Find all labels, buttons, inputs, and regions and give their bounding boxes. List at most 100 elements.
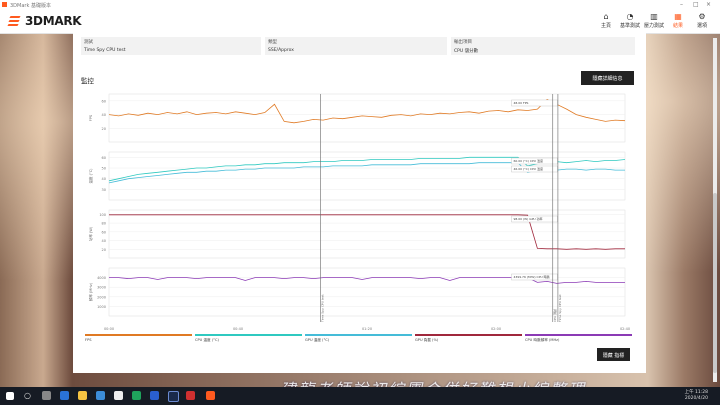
- home-icon: ⌂: [603, 12, 609, 21]
- value-tooltip: [511, 215, 558, 223]
- value-tooltip: [511, 165, 558, 173]
- info-output-value: CPU 儲分數: [454, 49, 479, 54]
- app-header: 3DMARK ⌂ 主頁 ◔ 基準測試 ▥ 壓力測試 ▦ 結果 ⚙ 選項: [0, 9, 720, 34]
- info-test-key: 測試: [84, 40, 93, 45]
- y-axis-label: FPS: [89, 114, 93, 121]
- mail-icon[interactable]: [114, 391, 123, 400]
- series-line-2-0: [109, 214, 625, 250]
- result-panel: 測試 Time Spy CPU test 類型 SSE/Approx 輸出項目 …: [73, 33, 646, 373]
- y-tick-label: 20: [102, 127, 106, 131]
- y-axis-label: 功率 (W): [88, 226, 93, 241]
- x-tick-label: 00:40: [233, 327, 243, 331]
- legend-swatch: [415, 334, 522, 336]
- window-title: 3DMark 基礎版本: [10, 3, 51, 9]
- value-tooltip: [511, 99, 558, 107]
- legend-item[interactable]: FPS: [85, 334, 192, 346]
- results-icon: ▦: [674, 12, 682, 21]
- task-view-icon[interactable]: [42, 391, 51, 400]
- legend-label: FPS: [85, 338, 92, 342]
- edge-icon[interactable]: [60, 391, 69, 400]
- y-tick-label: 1000: [97, 305, 106, 309]
- info-type-key: 類型: [268, 40, 277, 45]
- store-icon[interactable]: [96, 391, 105, 400]
- info-test: 測試 Time Spy CPU test: [81, 37, 261, 55]
- windows-taskbar: ○ 上午 11:28 2020/4/20: [0, 387, 720, 405]
- y-tick-label: 40: [102, 239, 106, 243]
- legend-item[interactable]: CPU 溫度 (°C): [195, 334, 302, 346]
- legend-label: CPU 溫度 (°C): [195, 338, 219, 342]
- legend-item[interactable]: GPU 溫度 (°C): [305, 334, 412, 346]
- y-tick-label: 30: [102, 188, 106, 192]
- legend-swatch: [525, 334, 632, 336]
- info-output: 輸出項目 CPU 儲分數: [451, 37, 635, 55]
- nav-label: 結果: [672, 23, 683, 29]
- legend-item[interactable]: GPU 負載 (%): [415, 334, 522, 346]
- start-icon[interactable]: [6, 392, 14, 400]
- close-button[interactable]: ×: [706, 1, 712, 8]
- y-tick-label: 60: [102, 156, 106, 160]
- hide-metrics-button[interactable]: 隱藏 指標: [597, 348, 630, 361]
- series-line-3-0: [109, 277, 625, 284]
- legend-label: GPU 溫度 (°C): [305, 338, 330, 342]
- x-tick-label: 02:00: [491, 327, 501, 331]
- y-axis-label: 溫度 (°C): [88, 168, 93, 184]
- nav-item-0[interactable]: ⌂ 主頁: [594, 11, 618, 29]
- hide-details-label: 隱藏詳細信息: [592, 76, 623, 82]
- info-type-value: SSE/Approx: [268, 48, 294, 53]
- legend-swatch: [195, 334, 302, 336]
- value-tooltip-text: 98.00 (W) GPU 功率: [513, 216, 542, 221]
- system-clock: 上午 11:28 2020/4/20: [685, 390, 708, 402]
- nav-label: 主頁: [600, 23, 611, 29]
- legend-swatch: [305, 334, 412, 336]
- series-line-1-1: [108, 162, 625, 184]
- app-green-icon[interactable]: [132, 391, 141, 400]
- y-tick-label: 80: [102, 222, 106, 226]
- info-type: 類型 SSE/Approx: [265, 37, 447, 55]
- y-tick-label: 4000: [97, 276, 106, 280]
- brand-logo[interactable]: 3DMARK: [7, 14, 82, 28]
- hide-metrics-label: 隱藏 指標: [602, 353, 625, 359]
- value-tooltip-text: 48.00 FPS: [513, 101, 528, 105]
- y-tick-label: 60: [102, 99, 106, 103]
- y-tick-label: 3000: [97, 286, 106, 290]
- y-axis-label: 頻率 (MHz): [88, 282, 93, 301]
- info-output-key: 輸出項目: [454, 40, 472, 45]
- panel-frame: [108, 209, 626, 259]
- series-line-0-0: [108, 99, 626, 124]
- monitoring-chart[interactable]: 60 40 20 FPS 48.00 FPS 60 50 40 30 溫度 (°C) 60.00 (…: [85, 90, 635, 348]
- value-tooltip-text: 4399.76 (MHz) CPU 時脈: [513, 274, 549, 279]
- value-tooltip-text: 46.00 (°C) CPU 溫度: [513, 166, 543, 171]
- legend-swatch: [85, 334, 192, 336]
- legend-item[interactable]: CPU 時脈頻率 (MHz): [525, 334, 632, 346]
- value-tooltip: [511, 157, 558, 165]
- scrollbar-thumb[interactable]: [713, 193, 717, 373]
- gear-icon: ⚙: [698, 12, 706, 21]
- app-red-icon[interactable]: [186, 391, 195, 400]
- app-blue-icon[interactable]: [150, 391, 159, 400]
- brand-name: 3DMARK: [25, 14, 82, 28]
- search-icon[interactable]: ○: [24, 391, 31, 400]
- 3dmark-taskbar-icon[interactable]: [206, 391, 215, 400]
- nav-label: 選項: [696, 23, 707, 29]
- y-tick-label: 100: [99, 213, 106, 217]
- minimize-button[interactable]: –: [680, 1, 683, 8]
- panel-frame: [108, 93, 626, 143]
- clock-date: 2020/4/20: [684, 396, 708, 401]
- nav-item-3[interactable]: ▦ 結果: [666, 11, 690, 29]
- x-tick-label: 01:20: [362, 327, 372, 331]
- nav-item-2[interactable]: ▥ 壓力測試: [642, 11, 666, 29]
- nav-item-1[interactable]: ◔ 基準測試: [618, 11, 642, 29]
- x-tick-label: 02:40: [620, 327, 630, 331]
- legend-label: GPU 負載 (%): [415, 338, 439, 342]
- hide-details-button[interactable]: 隱藏詳細信息: [581, 71, 634, 85]
- steam-icon[interactable]: [168, 391, 179, 402]
- file-explorer-icon[interactable]: [78, 391, 87, 400]
- y-tick-label: 20: [102, 248, 106, 252]
- nav-label: 基準測試: [619, 23, 640, 29]
- y-tick-label: 40: [102, 113, 106, 117]
- nav-item-4[interactable]: ⚙ 選項: [690, 11, 714, 29]
- page-scrollbar[interactable]: [713, 38, 717, 382]
- marker-label: CPU 測試: [552, 309, 557, 322]
- maximize-button[interactable]: □: [693, 1, 699, 8]
- panel-frame: [108, 267, 626, 317]
